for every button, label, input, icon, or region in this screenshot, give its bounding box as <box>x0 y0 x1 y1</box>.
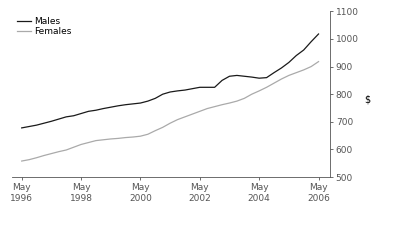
Males <box>190 87 195 90</box>
Males <box>79 112 83 115</box>
Males <box>160 93 165 96</box>
Males <box>316 33 321 35</box>
Males <box>56 118 61 120</box>
Males <box>94 109 98 112</box>
Males <box>175 89 180 92</box>
Females <box>168 122 173 125</box>
Females <box>316 60 321 63</box>
Females <box>279 78 284 80</box>
Legend: Males, Females: Males, Females <box>16 16 73 37</box>
Females <box>123 136 128 139</box>
Males <box>145 100 150 102</box>
Males <box>272 71 276 74</box>
Females <box>190 113 195 116</box>
Males <box>309 40 314 43</box>
Males <box>108 106 113 109</box>
Females <box>309 65 314 68</box>
Males <box>101 107 106 110</box>
Males <box>264 76 269 79</box>
Males <box>71 114 76 117</box>
Males <box>49 120 54 123</box>
Males <box>301 49 306 51</box>
Females <box>242 97 247 100</box>
Males <box>86 110 91 113</box>
Males <box>287 61 291 64</box>
Females <box>27 158 31 161</box>
Females <box>205 107 210 110</box>
Males <box>279 67 284 69</box>
Females <box>108 138 113 140</box>
Females <box>34 156 39 159</box>
Males <box>220 79 224 82</box>
Females <box>272 82 276 84</box>
Males <box>205 86 210 89</box>
Males <box>42 122 46 125</box>
Males <box>131 103 135 105</box>
Females <box>19 160 24 162</box>
Females <box>79 143 83 146</box>
Y-axis label: $: $ <box>364 94 370 104</box>
Females <box>49 152 54 155</box>
Males <box>249 76 254 79</box>
Females <box>249 93 254 96</box>
Males <box>183 89 187 91</box>
Females <box>175 118 180 121</box>
Males <box>34 124 39 126</box>
Males <box>197 86 202 89</box>
Females <box>183 116 187 118</box>
Females <box>227 102 232 104</box>
Males <box>27 125 31 128</box>
Females <box>131 136 135 138</box>
Females <box>235 100 239 102</box>
Males <box>227 75 232 78</box>
Females <box>257 89 262 92</box>
Males <box>235 74 239 77</box>
Line: Males: Males <box>22 34 318 128</box>
Females <box>101 138 106 141</box>
Females <box>197 110 202 113</box>
Males <box>257 77 262 79</box>
Females <box>287 74 291 77</box>
Females <box>301 69 306 71</box>
Females <box>153 129 158 132</box>
Males <box>294 54 299 57</box>
Females <box>86 141 91 144</box>
Females <box>71 146 76 149</box>
Males <box>212 86 217 89</box>
Females <box>56 150 61 153</box>
Males <box>168 91 173 93</box>
Females <box>160 126 165 129</box>
Females <box>220 103 224 106</box>
Females <box>94 139 98 142</box>
Line: Females: Females <box>22 62 318 161</box>
Females <box>264 86 269 89</box>
Females <box>212 105 217 108</box>
Males <box>116 104 121 107</box>
Females <box>116 137 121 140</box>
Males <box>123 103 128 106</box>
Females <box>145 133 150 136</box>
Males <box>138 102 143 104</box>
Females <box>42 154 46 157</box>
Males <box>19 126 24 129</box>
Females <box>64 149 69 151</box>
Males <box>64 116 69 118</box>
Males <box>153 97 158 100</box>
Females <box>294 71 299 74</box>
Females <box>138 135 143 138</box>
Males <box>242 75 247 78</box>
